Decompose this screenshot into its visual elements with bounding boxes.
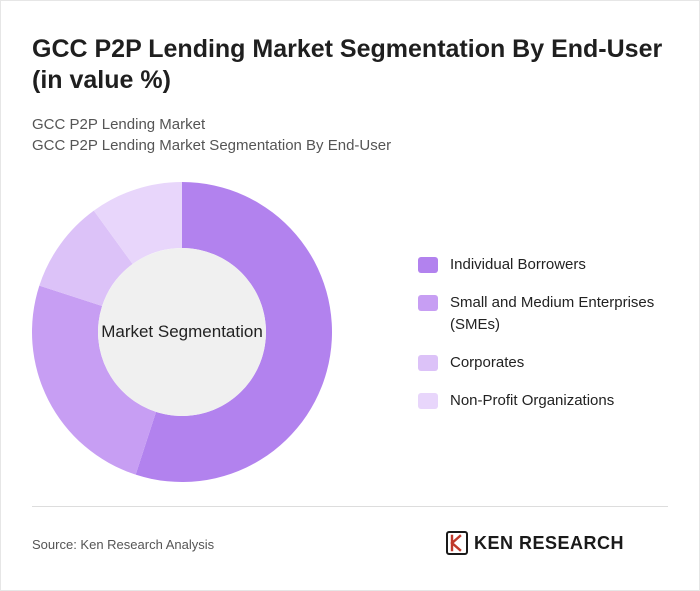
- donut-center-label: Market Segmentation: [101, 322, 263, 341]
- legend-label: Non-Profit Organizations: [450, 392, 615, 409]
- donut-hole: [98, 248, 266, 416]
- legend-swatch: [418, 393, 438, 409]
- ken-research-logo-text: KEN RESEARCH: [474, 532, 625, 553]
- chart-legend: Individual Borrowers Small and Medium En…: [418, 254, 688, 428]
- donut-chart: [31, 182, 332, 482]
- legend-swatch: [418, 295, 438, 311]
- legend-item-non-profit-organizations[interactable]: Non-Profit Organizations: [418, 390, 688, 412]
- legend-item-corporates[interactable]: Corporates: [418, 352, 688, 374]
- subtitle-line-1: GCC P2P Lending Market: [32, 116, 206, 133]
- ken-research-logo: KEN RESEARCH: [446, 531, 624, 555]
- legend-label: Individual Borrowers: [450, 256, 586, 273]
- legend-swatch: [418, 355, 438, 371]
- legend-swatch: [418, 257, 438, 273]
- source-note: Source: Ken Research Analysis: [32, 537, 215, 552]
- donut-slice-individual-borrowers[interactable]: [135, 182, 332, 482]
- donut-slice-smes[interactable]: [31, 285, 157, 475]
- footer-divider: [32, 506, 668, 507]
- legend-item-individual-borrowers[interactable]: Individual Borrowers: [418, 254, 688, 276]
- legend-label: Corporates: [450, 354, 525, 371]
- ken-research-logo-icon: [446, 531, 468, 555]
- donut-slice-corporates[interactable]: [39, 210, 133, 307]
- subtitle-line-2: GCC P2P Lending Market Segmentation By E…: [32, 137, 392, 154]
- legend-item-smes[interactable]: Small and Medium Enterprises (SMEs): [418, 292, 688, 336]
- chart-subtitle: GCC P2P Lending Market GCC P2P Lending M…: [32, 114, 391, 156]
- legend-label: Small and Medium Enterprises (SMEs): [450, 294, 655, 333]
- chart-title: GCC P2P Lending Market Segmentation By E…: [32, 35, 663, 94]
- donut-slice-non-profit-organizations[interactable]: [93, 182, 182, 265]
